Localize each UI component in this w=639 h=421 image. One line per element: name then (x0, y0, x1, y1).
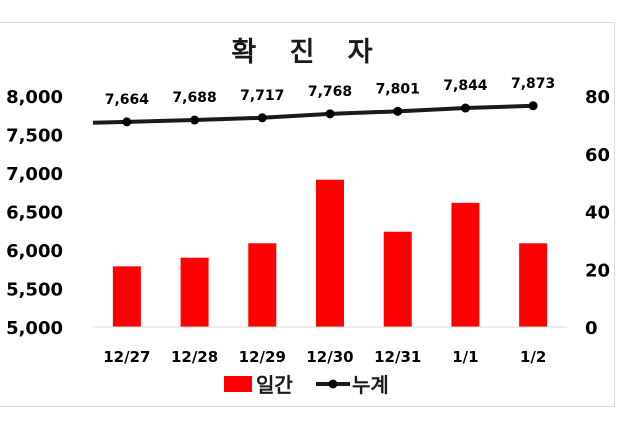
bar (112, 266, 141, 327)
bar-series (112, 179, 548, 327)
x-axis-ticks: 12/27 12/28 12/29 12/30 12/31 1/1 1/2 (103, 348, 546, 366)
left-tick-label: 7,000 (6, 164, 63, 185)
left-tick-label: 7,500 (6, 126, 63, 147)
left-tick-label: 8,000 (6, 87, 63, 108)
line-point (122, 117, 132, 127)
right-axis-ticks: 0 20 40 60 80 (585, 87, 610, 339)
right-tick-label: 40 (585, 203, 610, 224)
legend-swatch-bar (224, 376, 252, 392)
left-tick-label: 6,000 (6, 241, 63, 262)
x-tick-label: 12/29 (239, 348, 286, 366)
line-point (460, 103, 470, 113)
data-label: 7,768 (308, 84, 352, 100)
x-tick-label: 12/30 (306, 348, 353, 366)
cumulative-line (92, 103, 534, 125)
line-point (190, 115, 200, 125)
x-tick-label: 12/28 (171, 348, 218, 366)
left-tick-label: 5,500 (6, 280, 63, 301)
line-data-labels: 7,664 7,688 7,717 7,768 7,801 7,844 7,873 (105, 76, 556, 108)
chart-border (0, 22, 615, 407)
legend-swatch-marker (328, 379, 338, 389)
x-tick-label: 1/1 (452, 348, 478, 366)
legend: 일간 누계 (224, 373, 389, 397)
line-point (393, 106, 403, 116)
bar (451, 202, 480, 327)
line-point (325, 109, 335, 119)
left-axis-ticks: 5,000 5,500 6,000 6,500 7,000 7,500 8,000 (6, 87, 63, 339)
data-label: 7,844 (443, 78, 488, 94)
x-tick-label: 12/31 (374, 348, 421, 366)
x-tick-label: 12/27 (103, 348, 150, 366)
bar (519, 243, 548, 327)
bar (180, 257, 209, 327)
line-series (92, 101, 538, 127)
legend-label-line: 누계 (352, 373, 389, 397)
x-tick-label: 1/2 (520, 348, 546, 366)
data-label: 7,688 (172, 90, 216, 106)
right-tick-label: 20 (585, 260, 610, 281)
bar (316, 179, 344, 327)
right-tick-label: 0 (585, 318, 598, 339)
data-label: 7,664 (105, 92, 150, 108)
right-tick-label: 60 (585, 145, 610, 166)
line-point (257, 113, 267, 123)
bar (383, 231, 412, 327)
data-label: 7,801 (376, 81, 420, 97)
data-label: 7,717 (240, 88, 284, 104)
line-point (528, 101, 538, 111)
right-tick-label: 80 (585, 87, 610, 108)
chart-title: 확 진 자 (231, 37, 384, 68)
left-tick-label: 5,000 (6, 318, 63, 339)
left-tick-label: 6,500 (6, 203, 63, 224)
legend-label-bar: 일간 (256, 373, 293, 397)
bar (248, 243, 277, 327)
data-label: 7,873 (511, 76, 555, 92)
